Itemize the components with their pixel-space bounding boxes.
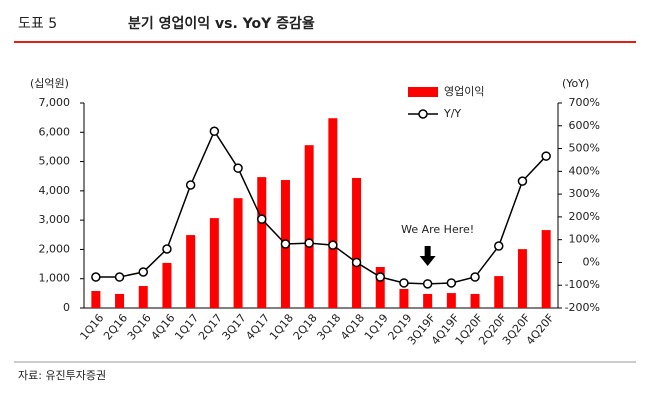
y-tick-label: 7,000 [39,96,71,109]
bar [209,218,219,308]
bar [304,145,314,308]
x-tick-label: 1Q19 [362,312,391,343]
point [422,279,433,289]
x-tick-label: 3Q18 [314,312,343,343]
source: 자료: 유진투자증권 [18,369,106,382]
point [280,239,291,249]
bar [138,286,148,308]
x-tick-label: 2Q16 [101,312,130,343]
y-tick-label: 5,000 [39,155,71,168]
chart-title: 분기 영업이익 vs. YoY 증감율 [128,15,315,32]
bar [470,293,480,308]
bar [352,177,362,308]
x-tick-label: 4Q18 [338,312,367,343]
bar [91,291,101,308]
point [162,244,172,254]
bar [186,235,196,308]
line [95,129,547,285]
point [375,272,385,282]
x-tick-label: 3Q16 [125,312,154,343]
bar [446,293,456,308]
y2-tick-label: 100% [569,233,600,246]
y-axis-label: (십억원) [30,77,69,90]
y-tick-label: 4,000 [39,184,71,197]
y-tick-label: 3,000 [39,213,71,226]
point [328,240,338,250]
bar [162,262,172,308]
y2-tick-label: 200% [569,210,600,223]
bar [517,249,527,308]
point [233,163,243,173]
x-tick-label: 3Q17 [220,312,249,343]
y2-tick-label: 600% [569,119,600,132]
point [399,278,409,288]
figure-number: 도표 5 [18,16,57,32]
point [185,180,196,190]
x-tick-label: 1Q18 [267,312,296,343]
legend-swatch [408,87,438,97]
x-tick-label: 1Q16 [77,312,106,343]
point [114,272,125,282]
point [541,151,551,161]
x-tick-label: 4Q16 [149,312,178,343]
point [257,214,267,224]
y-tick-label: 6,000 [39,125,71,138]
legend-marker [418,109,428,119]
y2-tick-label: 500% [569,142,600,155]
bar [115,293,125,308]
point [494,241,504,251]
y2-tick-label: 300% [569,187,600,200]
x-tick-label: 2Q18 [291,312,320,343]
annotation-arrow [419,246,436,266]
y-tick-label: 1,000 [39,272,71,285]
bar [541,230,551,308]
bar [399,288,409,308]
point [446,278,457,288]
point [470,272,480,282]
legend-label: Y/Y [443,107,461,120]
y2-tick-label: 400% [569,164,600,177]
bar [233,198,243,308]
x-tick-label: 4Q17 [243,312,272,343]
annotation: We Are Here! [401,223,474,236]
y2-axis-label: (YoY) [562,77,589,90]
x-tick-label: 1Q17 [172,312,201,343]
bar [423,293,433,308]
bar [257,177,267,308]
bar [328,118,338,308]
y-tick-label: 0 [63,301,70,314]
y-tick-label: 2,000 [39,242,71,255]
point [304,238,314,248]
point [91,272,101,282]
y2-tick-label: 700% [569,96,600,109]
point [209,126,220,136]
legend-label: 영업이익 [444,85,484,98]
point [351,257,362,268]
bar [375,267,385,308]
point [517,176,528,186]
y2-tick-label: 0% [583,255,600,268]
y2-tick-label: -200% [565,301,600,314]
point [138,267,148,277]
y2-tick-label: -100% [565,278,600,291]
x-tick-label: 2Q17 [196,312,225,343]
bar [494,276,504,308]
